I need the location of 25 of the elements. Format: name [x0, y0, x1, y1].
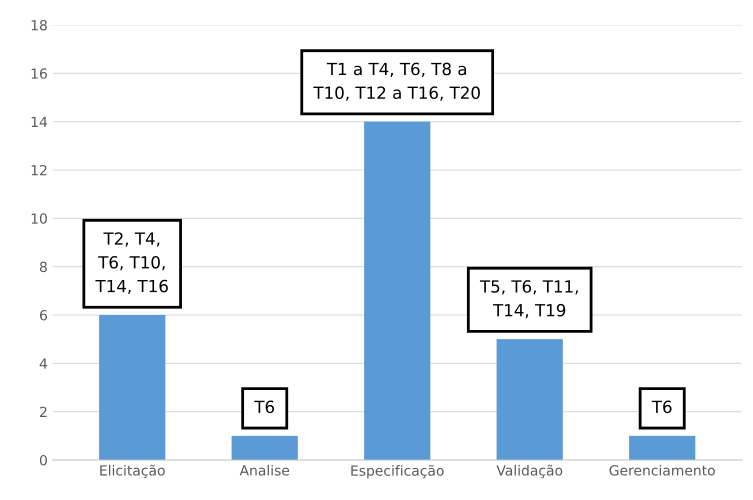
- y-tick-label: 10: [32, 213, 47, 224]
- annotation: T5, T6, T11, T14, T19: [480, 280, 578, 318]
- bar: [496, 339, 563, 460]
- bar: [364, 122, 430, 460]
- y-tick-label: 8: [40, 262, 47, 272]
- x-tick-label: Elicitação: [100, 464, 165, 478]
- y-tick-label: 2: [40, 406, 46, 417]
- y-tick-label: 18: [32, 20, 47, 30]
- annotation: T2, T4, T6, T10, T14, T16: [95, 232, 168, 294]
- x-tick-label: Analise: [240, 464, 290, 476]
- annotation: T1 a T4, T6, T8 a T10, T12 a T16, T20: [313, 62, 480, 101]
- y-tick-label: 14: [32, 116, 48, 127]
- x-tick-label: Especificação: [351, 464, 444, 479]
- y-tick-label: 0: [40, 454, 47, 466]
- bar: [629, 436, 696, 460]
- annotation: T6: [254, 400, 274, 414]
- annotation: T6: [652, 400, 672, 414]
- bar: [232, 436, 298, 460]
- y-tick-label: 16: [32, 68, 47, 79]
- bar: [99, 315, 166, 460]
- y-tick-label: 6: [40, 310, 47, 320]
- y-tick-label: 4: [40, 358, 48, 369]
- x-tick-label: Gerenciamento: [610, 464, 715, 476]
- x-tick-label: Validação: [496, 464, 562, 478]
- y-tick-label: 12: [32, 164, 46, 176]
